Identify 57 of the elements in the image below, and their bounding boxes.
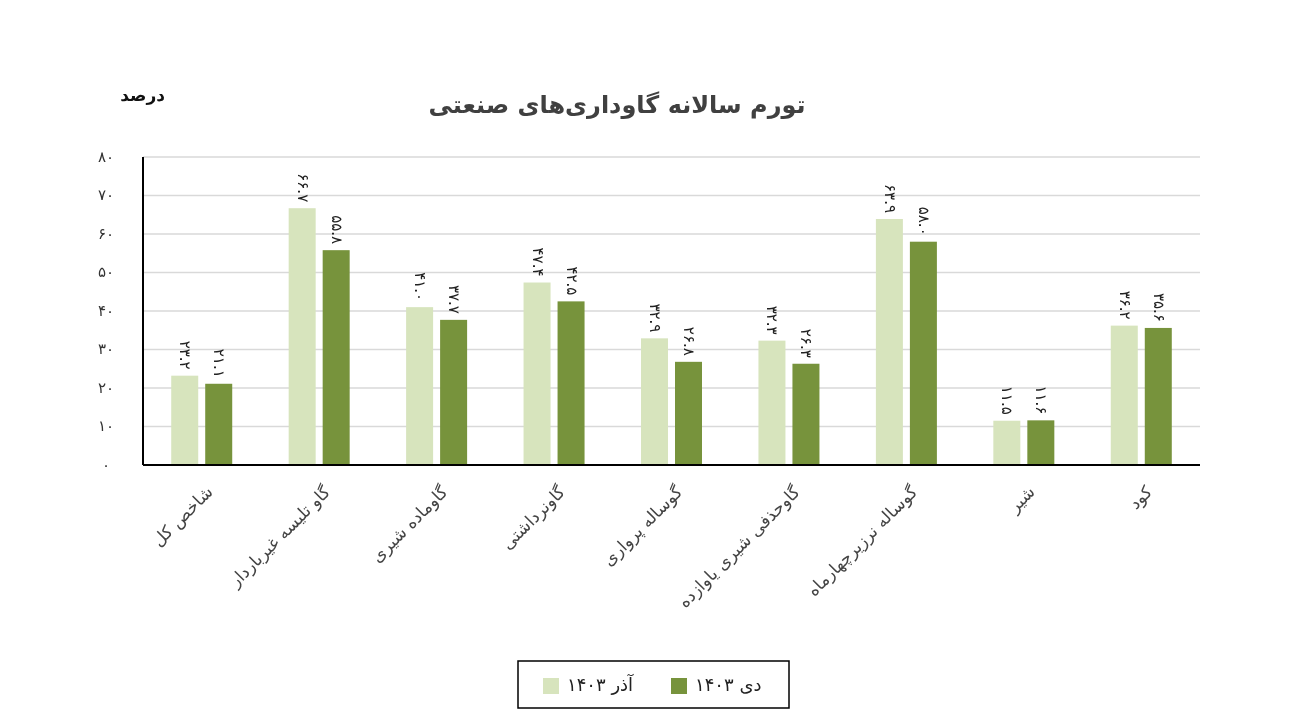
bar xyxy=(875,218,903,465)
y-tick-label: ۰ xyxy=(101,455,111,474)
x-tick-label: کود xyxy=(1124,481,1157,514)
bar xyxy=(557,301,585,465)
y-tick-label: ۵۰ xyxy=(97,263,115,281)
data-label: ۴۲.۵ xyxy=(562,266,581,296)
x-tick-label: گاوماده شیری xyxy=(366,481,453,567)
bar xyxy=(641,338,668,465)
y-tick-label: ۶۰ xyxy=(97,224,115,243)
data-label: ۳۶.۲ xyxy=(1115,290,1134,320)
data-label: ۶۳.۹ xyxy=(880,184,899,213)
data-label: ۳۷.۷ xyxy=(445,284,464,314)
bar xyxy=(758,340,786,465)
y-tick-label: ۴۰ xyxy=(97,301,115,320)
data-label: ۶۶.۷ xyxy=(293,173,312,203)
x-tick-label: شیر xyxy=(1003,481,1039,517)
bar xyxy=(909,241,937,465)
data-label: ۵۸.۰ xyxy=(914,206,933,236)
bar xyxy=(1027,420,1055,465)
bar xyxy=(792,363,820,465)
data-label: ۲۶.۳ xyxy=(797,328,816,358)
bar xyxy=(675,361,702,465)
legend-label: آذر ۱۴۰۳ xyxy=(567,673,635,695)
chart-title: تورم سالانه گاوداری‌های صنعتی xyxy=(428,91,806,119)
data-label: ۴۷.۴ xyxy=(528,247,547,277)
bar xyxy=(205,383,233,465)
bar xyxy=(993,420,1021,465)
data-label: ۵۵.۸ xyxy=(327,215,346,245)
bar xyxy=(523,282,551,465)
data-label: ۳۲.۳ xyxy=(763,305,782,335)
x-tick-label: گوساله پرواری xyxy=(598,481,688,571)
data-label: ۳۲.۹ xyxy=(646,303,664,333)
x-tick-label: شاخص کل xyxy=(147,481,217,551)
bar xyxy=(322,250,350,465)
y-tick-label: ۸۰ xyxy=(97,147,115,166)
x-tick-label: گاو تلیسه غیرباردار xyxy=(224,481,335,592)
bar xyxy=(171,375,199,465)
y-tick-label: ۷۰ xyxy=(97,186,115,204)
bar xyxy=(1144,327,1172,465)
bar xyxy=(406,307,434,465)
data-label: ۱۱.۵ xyxy=(998,385,1017,415)
legend-label: دی ۱۴۰۳ xyxy=(695,674,762,695)
bar xyxy=(288,208,316,465)
data-label: ۳۵.۶ xyxy=(1149,292,1168,322)
bar xyxy=(1110,325,1138,465)
data-label: ۲۳.۲ xyxy=(176,340,195,370)
data-label: ۱۱.۶ xyxy=(1032,385,1051,415)
bar xyxy=(440,319,468,465)
x-tick-label: گاونرداشتی xyxy=(497,481,570,554)
y-tick-label: ۲۰ xyxy=(97,378,115,397)
data-label: ۲۱.۱ xyxy=(210,348,229,378)
y-tick-label: ۳۰ xyxy=(97,340,115,358)
data-label: ۲۶.۸ xyxy=(680,326,698,356)
y-axis-title: درصد xyxy=(120,85,166,105)
y-tick-label: ۱۰ xyxy=(97,417,115,435)
data-label: ۴۱.۰ xyxy=(411,272,430,302)
x-tick-label: گوساله نرزیرچهارماه xyxy=(802,481,923,601)
